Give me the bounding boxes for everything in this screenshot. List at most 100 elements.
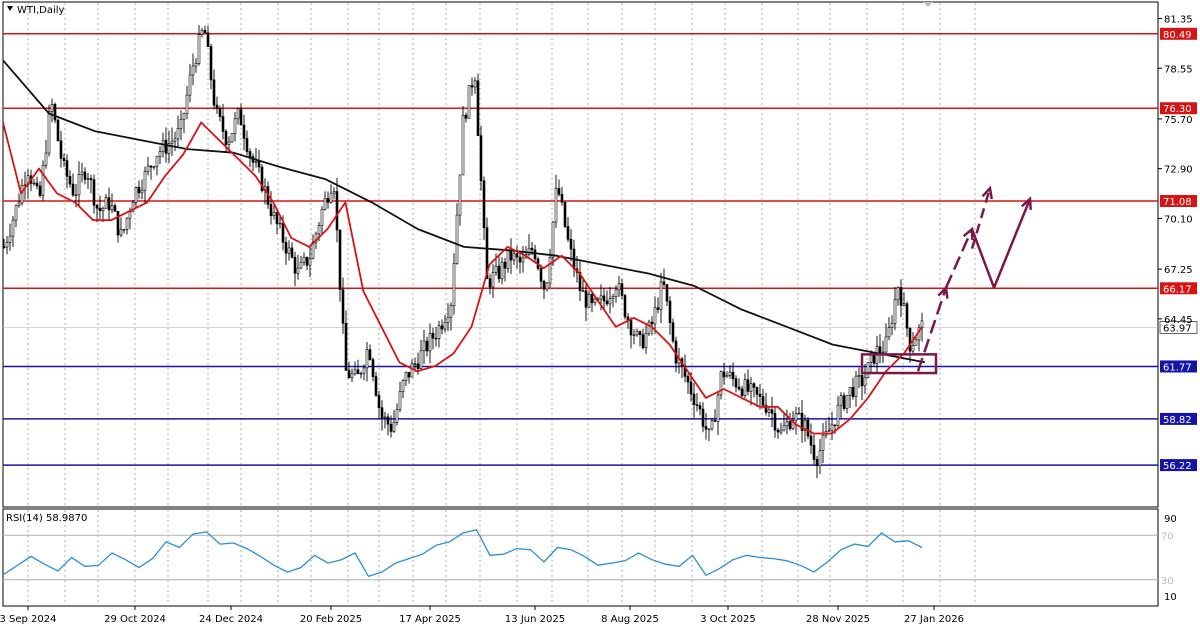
candle-body xyxy=(47,111,51,154)
candle-body xyxy=(878,346,882,353)
candle-body xyxy=(521,257,525,263)
candle-body xyxy=(35,182,39,187)
candle-body xyxy=(101,207,105,212)
candle-body xyxy=(482,180,486,228)
candle-body xyxy=(440,325,444,330)
candle-body xyxy=(44,152,48,166)
x-axis-tick-label: 3 Oct 2025 xyxy=(700,614,755,625)
candle-body xyxy=(401,380,405,392)
candle-body xyxy=(800,412,804,431)
candle-body xyxy=(566,226,570,240)
candle-body xyxy=(209,46,213,81)
candle-body xyxy=(170,140,174,144)
candle-body xyxy=(788,421,792,430)
y-axis-tick-label: 67.25 xyxy=(1164,265,1193,276)
candle-body xyxy=(554,188,558,223)
candle-body xyxy=(653,307,657,325)
candle-body xyxy=(110,205,114,211)
candle-body xyxy=(284,241,288,254)
candle-body xyxy=(818,450,822,467)
candle-body xyxy=(329,192,333,203)
candle-body xyxy=(470,85,474,88)
candle-body xyxy=(230,133,234,143)
candle-body xyxy=(893,299,897,324)
candle-body xyxy=(770,409,774,414)
candle-body xyxy=(422,340,426,352)
candle-body xyxy=(20,185,24,204)
candle-body xyxy=(158,151,162,157)
candle-body xyxy=(152,166,156,168)
candle-body xyxy=(755,387,759,395)
candle-body xyxy=(182,113,186,120)
candle-body xyxy=(425,340,429,352)
candle-body xyxy=(839,395,843,406)
candle-body xyxy=(740,388,744,396)
candle-body xyxy=(512,253,516,261)
candle-body xyxy=(86,178,90,180)
candle-body xyxy=(779,429,783,433)
resistance-level-tag xyxy=(1160,195,1197,208)
candle-body xyxy=(335,191,339,231)
candle-body xyxy=(764,404,768,413)
shift-marker-icon[interactable] xyxy=(923,2,933,7)
candle-body xyxy=(584,290,588,308)
candle-body xyxy=(344,322,348,371)
candle-body xyxy=(722,371,726,378)
candle-body xyxy=(710,420,714,430)
candle-body xyxy=(224,131,228,145)
candle-body xyxy=(407,372,411,378)
candle-body xyxy=(488,278,492,288)
candle-body xyxy=(632,334,636,336)
candle-body xyxy=(17,202,21,206)
candle-body xyxy=(449,305,453,318)
candle-body xyxy=(305,256,309,266)
candle-body xyxy=(77,174,81,196)
candle-body xyxy=(548,257,552,284)
candle-body xyxy=(686,376,690,383)
candle-body xyxy=(218,107,222,117)
candle-body xyxy=(881,351,885,354)
candle-body xyxy=(701,408,705,427)
candle-body xyxy=(326,198,330,203)
candle-body xyxy=(758,394,762,397)
candle-body xyxy=(491,272,495,288)
candle-body xyxy=(623,295,627,318)
candle-body xyxy=(221,116,225,132)
candle-body xyxy=(698,405,702,410)
x-axis-tick-label: 27 Jan 2026 xyxy=(904,614,964,625)
candle-body xyxy=(155,156,159,168)
current-price-label: 63.97 xyxy=(1163,323,1192,334)
support-level-tag xyxy=(1160,412,1197,425)
candle-body xyxy=(185,94,189,114)
candle-body xyxy=(821,434,825,451)
candle-body xyxy=(428,332,432,352)
candle-body xyxy=(254,161,258,163)
dropdown-icon[interactable] xyxy=(7,6,13,11)
axes: 81.35 78.55 75.70 72.90 70.10 67.25 64.45 3 Sep… xyxy=(0,15,1193,626)
candle-body xyxy=(581,290,585,292)
candle-body xyxy=(569,239,573,250)
candle-body xyxy=(605,300,609,305)
resistance-level-label: 76.30 xyxy=(1163,104,1192,115)
projection-arrowhead xyxy=(1021,196,1032,210)
candle-body xyxy=(848,386,852,396)
candle-body xyxy=(473,80,477,88)
analysis-overlay xyxy=(860,185,1032,375)
candle-body xyxy=(884,336,888,353)
candle-body xyxy=(767,409,771,413)
candle-body xyxy=(242,124,246,139)
x-axis-tick-label: 20 Feb 2025 xyxy=(300,614,362,625)
candle-body xyxy=(302,256,306,263)
chart-title: WTI,Daily xyxy=(17,5,65,16)
candle-body xyxy=(68,176,72,185)
candle-body xyxy=(854,375,858,397)
candle-body xyxy=(650,321,654,325)
candle-body xyxy=(497,265,501,280)
candle-body xyxy=(863,377,867,387)
candle-body xyxy=(437,325,441,339)
rsi-label: RSI(14) 58.9870 xyxy=(6,513,87,524)
candle-body xyxy=(308,258,312,266)
projection-pullback xyxy=(970,228,996,289)
candle-body xyxy=(464,114,468,119)
candle-body xyxy=(887,327,891,338)
